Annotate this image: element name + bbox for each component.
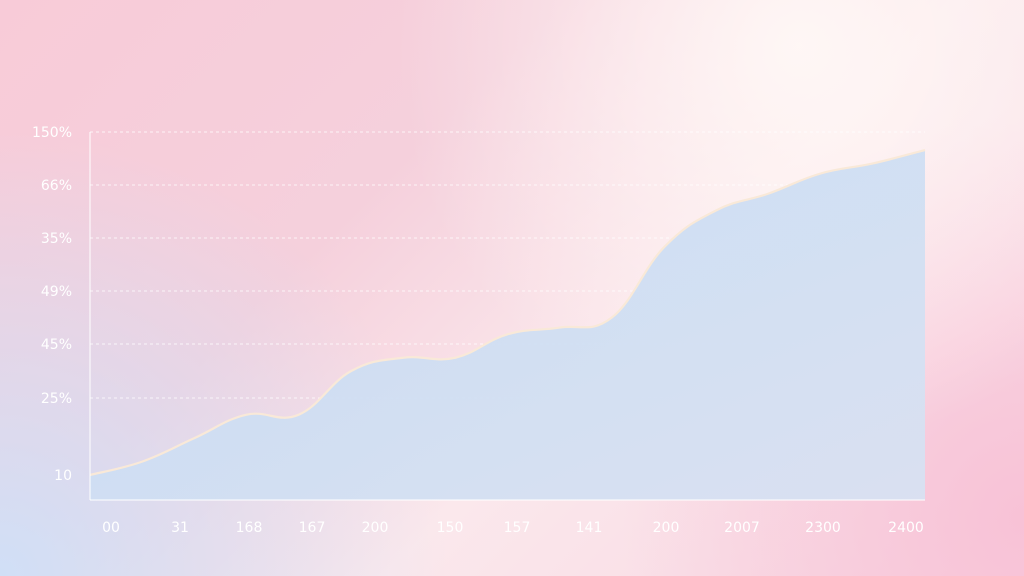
x-tick-label-6: 150 (437, 520, 464, 536)
y-tick-label-5: 35% (41, 231, 72, 247)
x-axis-ticks: 00 31 168 167 200 150 157 141 200 2007 2… (102, 520, 924, 536)
x-tick-label-1: 00 (102, 520, 120, 536)
area-edge-line (89, 148, 926, 477)
y-tick-label-3: 45% (41, 337, 72, 353)
y-tick-label-1: 10 (54, 468, 72, 484)
x-tick-label-10: 2007 (724, 520, 760, 536)
x-tick-label-2: 31 (171, 520, 189, 536)
y-grid-lines (90, 131, 925, 399)
y-tick-label-6: 66% (41, 178, 72, 194)
x-tick-label-3: 168 (236, 520, 263, 536)
y-axis-ticks: 10 25% 45% 49% 35% 66% 150% (32, 125, 72, 484)
y-tick-label-4: 49% (41, 284, 72, 300)
x-tick-label-4: 167 (299, 520, 326, 536)
x-tick-label-5: 200 (362, 520, 389, 536)
y-tick-label-7: 150% (32, 125, 72, 141)
x-tick-label-8: 141 (576, 520, 603, 536)
area-series (90, 150, 925, 501)
x-tick-label-9: 200 (653, 520, 680, 536)
y-tick-label-2: 25% (41, 391, 72, 407)
x-tick-label-11: 2300 (805, 520, 841, 536)
x-tick-label-7: 157 (504, 520, 531, 536)
x-tick-label-12: 2400 (888, 520, 924, 536)
